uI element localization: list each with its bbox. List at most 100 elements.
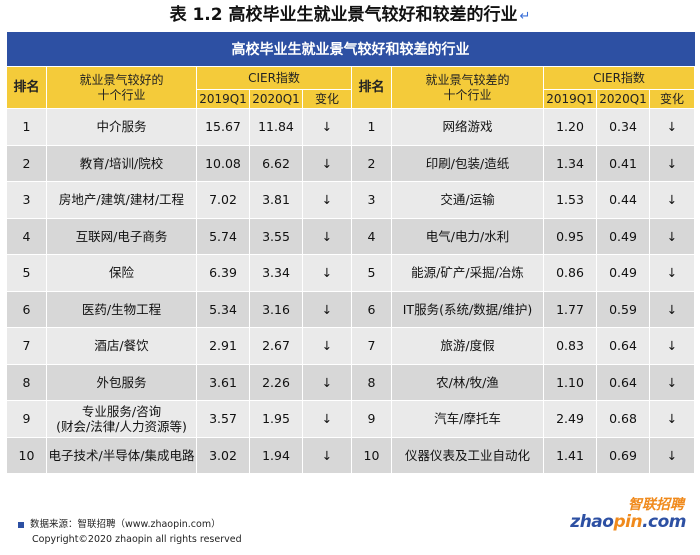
bad-rank-cell: 10 — [351, 436, 392, 474]
bad-rank-cell: 3 — [351, 181, 392, 219]
table-row: 4 互联网/电子商务 5.74 3.55 ↓ 4 电气/电力/水利 0.95 0… — [6, 217, 696, 255]
bad-industry-cell: 旅游/度假 — [391, 327, 544, 365]
down-arrow-icon: ↓ — [302, 217, 352, 255]
bad-industry-cell: 能源/矿产/采掘/冶炼 — [391, 254, 544, 292]
good-2020-cell: 2.67 — [249, 327, 303, 365]
bad-header-line2: 十个行业 — [443, 87, 492, 102]
good-2020-cell: 6.62 — [249, 144, 303, 182]
good-rank-cell: 6 — [6, 290, 47, 328]
table-row: 7 酒店/餐饮 2.91 2.67 ↓ 7 旅游/度假 0.83 0.64 ↓ — [6, 327, 696, 365]
down-arrow-icon: ↓ — [648, 254, 696, 292]
table-row: 1 中介服务 15.67 11.84 ↓ 1 网络游戏 1.20 0.34 ↓ — [6, 108, 696, 146]
bad-2019-cell: 1.41 — [543, 436, 597, 474]
bad-2020-cell: 0.59 — [596, 290, 650, 328]
good-rank-cell: 7 — [6, 327, 47, 365]
rank-header: 排名 — [6, 66, 47, 109]
good-rank-cell: 2 — [6, 144, 47, 182]
bad-2020-cell: 0.64 — [596, 363, 650, 401]
bad-rank-cell: 2 — [351, 144, 392, 182]
bad-rank-cell: 4 — [351, 217, 392, 255]
down-arrow-icon: ↓ — [648, 400, 696, 438]
table-row: 5 保险 6.39 3.34 ↓ 5 能源/矿产/采掘/冶炼 0.86 0.49… — [6, 254, 696, 292]
good-2019-cell: 5.34 — [196, 290, 250, 328]
good-rank-cell: 3 — [6, 181, 47, 219]
bad-rank-cell: 8 — [351, 363, 392, 401]
good-header-line2: 十个行业 — [97, 87, 146, 102]
data-source-text: 数据来源：智联招聘（www.zhaopin.com） — [30, 519, 221, 530]
bad-2019-cell: 1.20 — [543, 108, 597, 146]
bad-2020-cell: 0.49 — [596, 217, 650, 255]
bad-2020-cell: 0.49 — [596, 254, 650, 292]
bad-2020-cell: 0.64 — [596, 327, 650, 365]
bad-rank-cell: 7 — [351, 327, 392, 365]
good-2019-cell: 7.02 — [196, 181, 250, 219]
down-arrow-icon: ↓ — [302, 290, 352, 328]
good-industry-cell: 房地产/建筑/建材/工程 — [46, 181, 197, 219]
good-2020-cell: 1.94 — [249, 436, 303, 474]
good-industry-line1: 专业服务/咨询 — [81, 403, 162, 419]
bad-2019-cell: 0.83 — [543, 327, 597, 365]
table-row: 10 电子技术/半导体/集成电路 3.02 1.94 ↓ 10 仪器仪表及工业自… — [6, 436, 696, 474]
down-arrow-icon: ↓ — [648, 327, 696, 365]
down-arrow-icon: ↓ — [302, 327, 352, 365]
bad-2019-header: 2019Q1 — [543, 89, 597, 109]
good-industry-cell: 互联网/电子商务 — [46, 217, 197, 255]
bad-industry-header: 就业景气较差的 十个行业 — [391, 66, 544, 109]
good-2019-cell: 5.74 — [196, 217, 250, 255]
good-rank-cell: 5 — [6, 254, 47, 292]
down-arrow-icon: ↓ — [648, 108, 696, 146]
good-2019-cell: 15.67 — [196, 108, 250, 146]
down-arrow-icon: ↓ — [648, 363, 696, 401]
good-2020-cell: 3.16 — [249, 290, 303, 328]
good-rank-cell: 4 — [6, 217, 47, 255]
table-title: 高校毕业生就业景气较好和较差的行业 — [6, 32, 695, 67]
good-header-line1: 就业景气较好的 — [79, 72, 164, 87]
bad-2020-header: 2020Q1 — [596, 89, 650, 109]
rank-header-right: 排名 — [351, 66, 392, 109]
bad-industry-cell: 印刷/包装/造纸 — [391, 144, 544, 182]
bad-2019-cell: 1.77 — [543, 290, 597, 328]
bad-rank-cell: 6 — [351, 290, 392, 328]
bullet-square-icon — [18, 521, 24, 528]
caption-text: 表 1.2 高校毕业生就业景气较好和较差的行业 — [169, 5, 518, 25]
good-industry-cell: 专业服务/咨询 (财会/法律/人力资源等) — [46, 400, 197, 438]
copyright-text: Copyright©2020 zhaopin all rights reserv… — [32, 534, 242, 545]
logo-english-text: zhaopin.com — [570, 512, 686, 532]
bad-industry-cell: 电气/电力/水利 — [391, 217, 544, 255]
good-2019-cell: 2.91 — [196, 327, 250, 365]
bad-2020-cell: 0.34 — [596, 108, 650, 146]
good-2019-cell: 3.02 — [196, 436, 250, 474]
down-arrow-icon: ↓ — [648, 217, 696, 255]
good-2020-header: 2020Q1 — [249, 89, 303, 109]
bad-2019-cell: 1.53 — [543, 181, 597, 219]
good-industry-header: 就业景气较好的 十个行业 — [46, 66, 197, 109]
bad-2019-cell: 2.49 — [543, 400, 597, 438]
down-arrow-icon: ↓ — [648, 144, 696, 182]
good-rank-cell: 8 — [6, 363, 47, 401]
data-source-note: 数据来源：智联招聘（www.zhaopin.com） — [18, 516, 221, 530]
bad-industry-cell: 网络游戏 — [391, 108, 544, 146]
zhaopin-logo: 智联招聘 zhaopin.com — [570, 494, 692, 534]
bad-rank-cell: 9 — [351, 400, 392, 438]
good-rank-cell: 10 — [6, 436, 47, 474]
bad-2020-cell: 0.44 — [596, 181, 650, 219]
down-arrow-icon: ↓ — [648, 181, 696, 219]
bad-2019-cell: 1.10 — [543, 363, 597, 401]
logo-en-right: .com — [642, 512, 686, 532]
down-arrow-icon: ↓ — [302, 144, 352, 182]
table-row: 6 医药/生物工程 5.34 3.16 ↓ 6 IT服务(系统/数据/维护) 1… — [6, 290, 696, 328]
down-arrow-icon: ↓ — [302, 181, 352, 219]
down-arrow-icon: ↓ — [302, 436, 352, 474]
document-caption: 表 1.2 高校毕业生就业景气较好和较差的行业 ↵ — [0, 0, 700, 30]
bad-rank-cell: 5 — [351, 254, 392, 292]
down-arrow-icon: ↓ — [648, 436, 696, 474]
good-change-header: 变化 — [302, 89, 352, 109]
bad-industry-cell: 农/林/牧/渔 — [391, 363, 544, 401]
bad-industry-cell: 汽车/摩托车 — [391, 400, 544, 438]
bad-2020-cell: 0.41 — [596, 144, 650, 182]
table-row: 8 外包服务 3.61 2.26 ↓ 8 农/林/牧/渔 1.10 0.64 ↓ — [6, 363, 696, 401]
good-2019-cell: 10.08 — [196, 144, 250, 182]
good-2020-cell: 2.26 — [249, 363, 303, 401]
good-2019-header: 2019Q1 — [196, 89, 250, 109]
bad-change-header: 变化 — [648, 89, 696, 109]
